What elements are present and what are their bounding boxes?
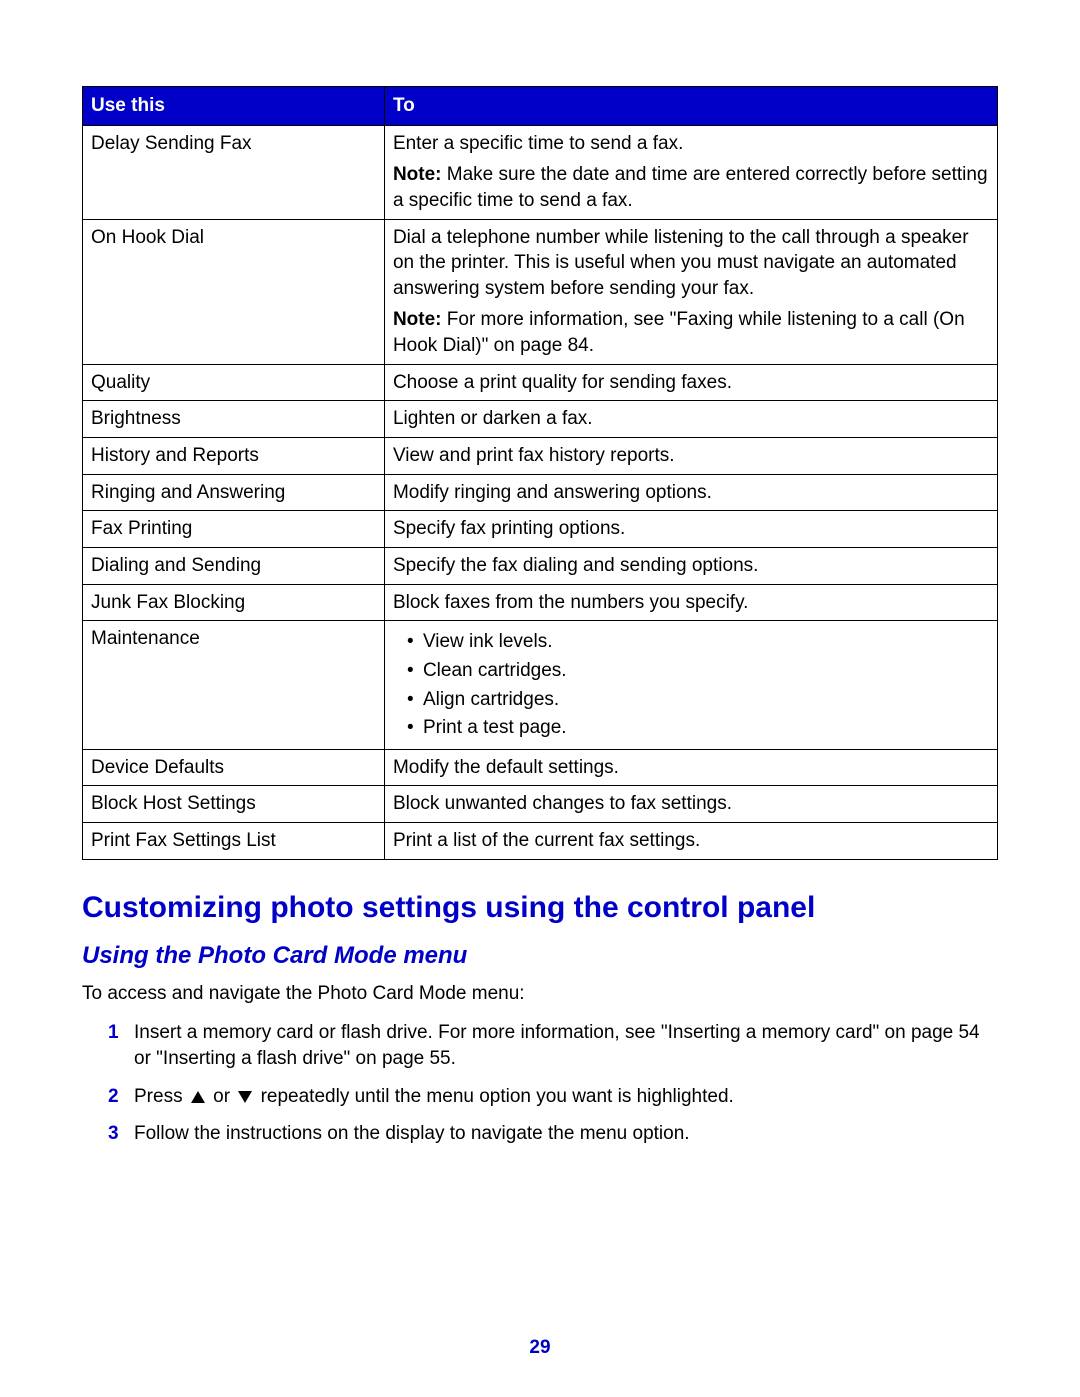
up-triangle-icon bbox=[190, 1090, 206, 1104]
row-name: History and Reports bbox=[83, 438, 385, 475]
table-row: Dialing and Sending Specify the fax dial… bbox=[83, 547, 998, 584]
row-name: Brightness bbox=[83, 401, 385, 438]
intro-text: To access and navigate the Photo Card Mo… bbox=[82, 981, 998, 1007]
step-2: Press or repeatedly until the menu optio… bbox=[108, 1084, 998, 1110]
step-1: Insert a memory card or flash drive. For… bbox=[108, 1020, 998, 1071]
row-desc: Block unwanted changes to fax settings. bbox=[384, 786, 997, 823]
subsection-heading: Using the Photo Card Mode menu bbox=[82, 940, 998, 972]
table-row: Block Host Settings Block unwanted chang… bbox=[83, 786, 998, 823]
row-desc: Lighten or darken a fax. bbox=[384, 401, 997, 438]
row-name: Maintenance bbox=[83, 621, 385, 750]
row-name: Junk Fax Blocking bbox=[83, 584, 385, 621]
row-desc: Enter a specific time to send a fax. Not… bbox=[384, 125, 997, 219]
row-desc: Specify fax printing options. bbox=[384, 511, 997, 548]
list-item: Print a test page. bbox=[407, 715, 989, 741]
table-row: Brightness Lighten or darken a fax. bbox=[83, 401, 998, 438]
row-name: Device Defaults bbox=[83, 749, 385, 786]
table-row: History and Reports View and print fax h… bbox=[83, 438, 998, 475]
table-row: On Hook Dial Dial a telephone number whi… bbox=[83, 219, 998, 364]
note-label: Note: bbox=[393, 164, 442, 185]
step-3: Follow the instructions on the display t… bbox=[108, 1121, 998, 1147]
page-number: 29 bbox=[0, 1335, 1080, 1361]
list-item: Align cartridges. bbox=[407, 687, 989, 713]
col-header-to: To bbox=[384, 87, 997, 126]
row-desc: Choose a print quality for sending faxes… bbox=[384, 364, 997, 401]
row-desc: Modify ringing and answering options. bbox=[384, 474, 997, 511]
steps-list: Insert a memory card or flash drive. For… bbox=[108, 1020, 998, 1147]
note-label: Note: bbox=[393, 309, 442, 330]
table-row: Junk Fax Blocking Block faxes from the n… bbox=[83, 584, 998, 621]
settings-table: Use this To Delay Sending Fax Enter a sp… bbox=[82, 86, 998, 860]
row-name: Ringing and Answering bbox=[83, 474, 385, 511]
table-row: Fax Printing Specify fax printing option… bbox=[83, 511, 998, 548]
table-row: Ringing and Answering Modify ringing and… bbox=[83, 474, 998, 511]
row-desc: View and print fax history reports. bbox=[384, 438, 997, 475]
table-row: Print Fax Settings List Print a list of … bbox=[83, 823, 998, 860]
row-name: On Hook Dial bbox=[83, 219, 385, 364]
table-row: Quality Choose a print quality for sendi… bbox=[83, 364, 998, 401]
row-desc: Specify the fax dialing and sending opti… bbox=[384, 547, 997, 584]
row-desc: Block faxes from the numbers you specify… bbox=[384, 584, 997, 621]
row-name: Delay Sending Fax bbox=[83, 125, 385, 219]
row-name: Dialing and Sending bbox=[83, 547, 385, 584]
row-desc: Modify the default settings. bbox=[384, 749, 997, 786]
section-heading: Customizing photo settings using the con… bbox=[82, 888, 998, 929]
table-row: Delay Sending Fax Enter a specific time … bbox=[83, 125, 998, 219]
row-name: Block Host Settings bbox=[83, 786, 385, 823]
row-desc: Print a list of the current fax settings… bbox=[384, 823, 997, 860]
list-item: View ink levels. bbox=[407, 629, 989, 655]
table-row: Maintenance View ink levels. Clean cartr… bbox=[83, 621, 998, 750]
table-row: Device Defaults Modify the default setti… bbox=[83, 749, 998, 786]
row-desc: View ink levels. Clean cartridges. Align… bbox=[384, 621, 997, 750]
list-item: Clean cartridges. bbox=[407, 658, 989, 684]
row-name: Fax Printing bbox=[83, 511, 385, 548]
row-desc: Dial a telephone number while listening … bbox=[384, 219, 997, 364]
row-name: Quality bbox=[83, 364, 385, 401]
col-header-use-this: Use this bbox=[83, 87, 385, 126]
down-triangle-icon bbox=[237, 1090, 253, 1104]
row-name: Print Fax Settings List bbox=[83, 823, 385, 860]
